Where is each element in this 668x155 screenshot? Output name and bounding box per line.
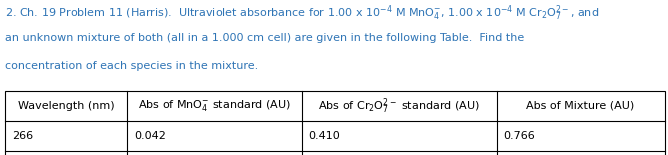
- Text: 0.766: 0.766: [503, 131, 535, 141]
- Text: 2. Ch. 19 Problem 11 (Harris).  Ultraviolet absorbance for 1.00 x 10$^{-4}$ M Mn: 2. Ch. 19 Problem 11 (Harris). Ultraviol…: [5, 4, 599, 23]
- Bar: [5, 91, 665, 155]
- Text: Abs of MnO$_4^{-}$ standard (AU): Abs of MnO$_4^{-}$ standard (AU): [138, 98, 291, 113]
- Text: an unknown mixture of both (all in a 1.000 cm cell) are given in the following T: an unknown mixture of both (all in a 1.0…: [5, 33, 524, 43]
- Text: Abs of Mixture (AU): Abs of Mixture (AU): [526, 101, 635, 111]
- Text: Wavelength (nm): Wavelength (nm): [18, 101, 115, 111]
- Text: Abs of Cr$_2$O$_7^{2-}$ standard (AU): Abs of Cr$_2$O$_7^{2-}$ standard (AU): [319, 96, 480, 116]
- Text: concentration of each species in the mixture.: concentration of each species in the mix…: [5, 61, 259, 71]
- Text: 0.042: 0.042: [134, 131, 166, 141]
- Text: 266: 266: [12, 131, 33, 141]
- Text: 0.410: 0.410: [309, 131, 341, 141]
